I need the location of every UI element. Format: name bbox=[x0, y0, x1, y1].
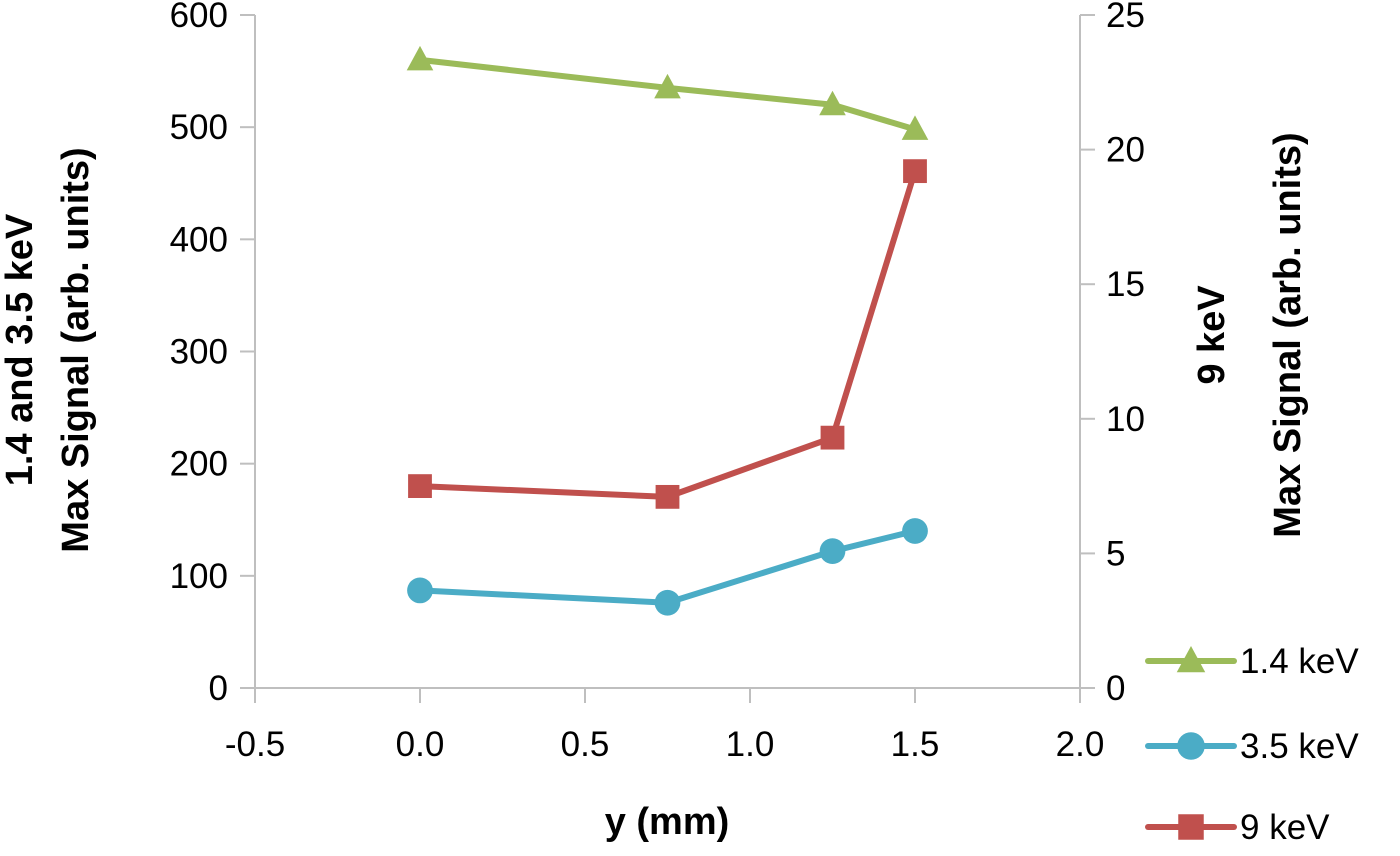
data-point-1-4-kev bbox=[654, 73, 681, 99]
y-right-tick-label: 25 bbox=[1106, 0, 1145, 35]
x-tick-label: 2.0 bbox=[1056, 725, 1105, 764]
y-left-tick-label: 0 bbox=[209, 669, 228, 708]
data-point-9-kev bbox=[903, 159, 927, 184]
data-point-1-4-kev bbox=[901, 115, 929, 140]
y-left-tick-label: 600 bbox=[170, 0, 228, 35]
y-right-tick-label: 20 bbox=[1106, 131, 1145, 170]
series-line-1-4-kev bbox=[417, 56, 918, 133]
data-point-3-5-kev bbox=[654, 589, 681, 616]
legend-marker-9-kev bbox=[1178, 814, 1204, 840]
series-line-9-kev bbox=[417, 168, 918, 500]
axis-frame bbox=[254, 15, 1081, 689]
y-right-tick-label: 10 bbox=[1106, 400, 1145, 439]
data-point-1-4-kev bbox=[819, 90, 846, 116]
y-left-tick-label: 300 bbox=[170, 333, 228, 372]
y-left-tick-label: 500 bbox=[170, 108, 228, 147]
y-left-tick-label: 200 bbox=[170, 445, 228, 484]
data-point-1-4-kev bbox=[406, 45, 434, 71]
legend-label-1-4-kev: 1.4 keV bbox=[1240, 642, 1359, 681]
x-tick-label: 1.5 bbox=[891, 725, 940, 764]
legend-label-9-kev: 9 keV bbox=[1240, 808, 1330, 847]
legend-marker-1-4-kev bbox=[1176, 646, 1206, 673]
x-tick-label: 0.0 bbox=[396, 725, 445, 764]
left-axis-title-line1: 1.4 and 3.5 keV bbox=[0, 213, 41, 486]
legend: 1.4 keV 3.5 keV 9 keV bbox=[1145, 642, 1359, 847]
series-line-3-5-kev bbox=[417, 527, 918, 606]
x-tick-label: 1.0 bbox=[726, 725, 775, 764]
legend-label-3-5-kev: 3.5 keV bbox=[1240, 727, 1359, 766]
legend-marker-3-5-kev bbox=[1177, 732, 1205, 760]
x-tick-label: -0.5 bbox=[225, 725, 285, 764]
data-point-9-kev bbox=[655, 484, 680, 509]
y-right-tick-label: 15 bbox=[1106, 265, 1145, 304]
data-point-9-kev bbox=[408, 474, 432, 498]
data-series bbox=[406, 45, 929, 616]
y-right-tick-label: 0 bbox=[1106, 669, 1125, 708]
x-tick-label: 0.5 bbox=[561, 725, 610, 764]
x-axis-title: y (mm) bbox=[605, 801, 730, 843]
data-point-9-kev bbox=[820, 425, 845, 450]
data-point-3-5-kev bbox=[819, 538, 846, 565]
right-axis-title-line2: Max Signal (arb. units) bbox=[1267, 132, 1309, 537]
y-right-tick-label: 5 bbox=[1106, 534, 1125, 573]
y-left-tick-label: 400 bbox=[170, 220, 228, 259]
y-left-tick-label: 100 bbox=[170, 557, 228, 596]
data-point-3-5-kev bbox=[407, 577, 433, 604]
left-axis-title-line2: Max Signal (arb. units) bbox=[55, 147, 97, 552]
data-point-3-5-kev bbox=[902, 518, 928, 544]
axis-ticks: 0 100 200 300 400 500 600 0 5 10 15 20 25 -0.5 0.0 0.5 1… bbox=[170, 0, 1145, 764]
right-axis-title-line1: 9 keV bbox=[1191, 285, 1233, 385]
